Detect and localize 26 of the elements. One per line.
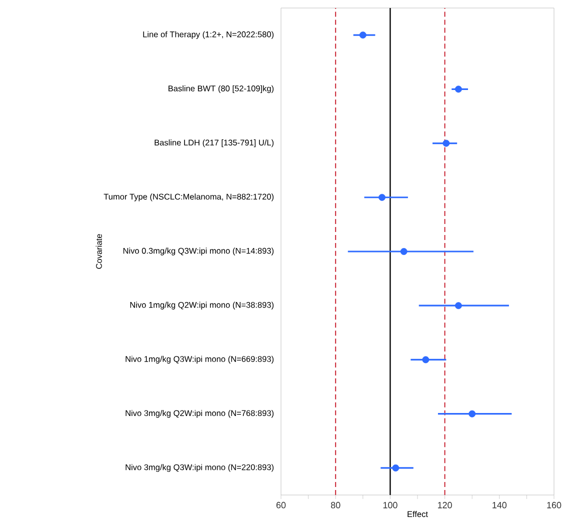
point [392, 464, 400, 472]
point [359, 32, 366, 39]
x-tick-label: 140 [492, 502, 507, 508]
point [468, 410, 476, 418]
point [454, 86, 462, 93]
y-tick-label: Nivo 0.3mg/kg Q3W:ipi mono (N=14:893) [123, 248, 274, 256]
y-tick-label: Line of Therapy (1:2+, N=2022:580) [143, 31, 274, 39]
y-tick-label: Nivo 3mg/kg Q3W:ipi mono (N=220:893) [126, 464, 274, 472]
point [442, 140, 450, 147]
y-tick-label: Basline BWT (80 [52-109]kg) [168, 85, 274, 94]
x-tick-label: 120 [438, 502, 452, 508]
y-tick-label: Nivo 1mg/kg Q3W:ipi mono (N=669:893) [126, 356, 274, 364]
x-tick-label: 60 [276, 502, 286, 508]
y-tick-label: Tumor Type (NSCLC:Melanoma, N=882:1720) [104, 194, 274, 202]
x-axis-title: Effect [408, 511, 428, 518]
y-tick-label: Basline LDH (217 [135-791] U/L) [154, 139, 274, 148]
y-axis-title: Covariate [96, 234, 102, 269]
point [422, 356, 430, 364]
x-tick-label: 100 [383, 502, 398, 508]
x-tick-label: 160 [547, 502, 562, 508]
y-tick-label: Nivo 1mg/kg Q2W:ipi mono (N=38:893) [130, 302, 274, 310]
x-tick-label: 80 [331, 502, 340, 508]
point [454, 302, 462, 310]
point [400, 248, 408, 255]
point [378, 194, 386, 201]
y-tick-label: Nivo 3mg/kg Q2W:ipi mono (N=768:893) [126, 410, 274, 418]
